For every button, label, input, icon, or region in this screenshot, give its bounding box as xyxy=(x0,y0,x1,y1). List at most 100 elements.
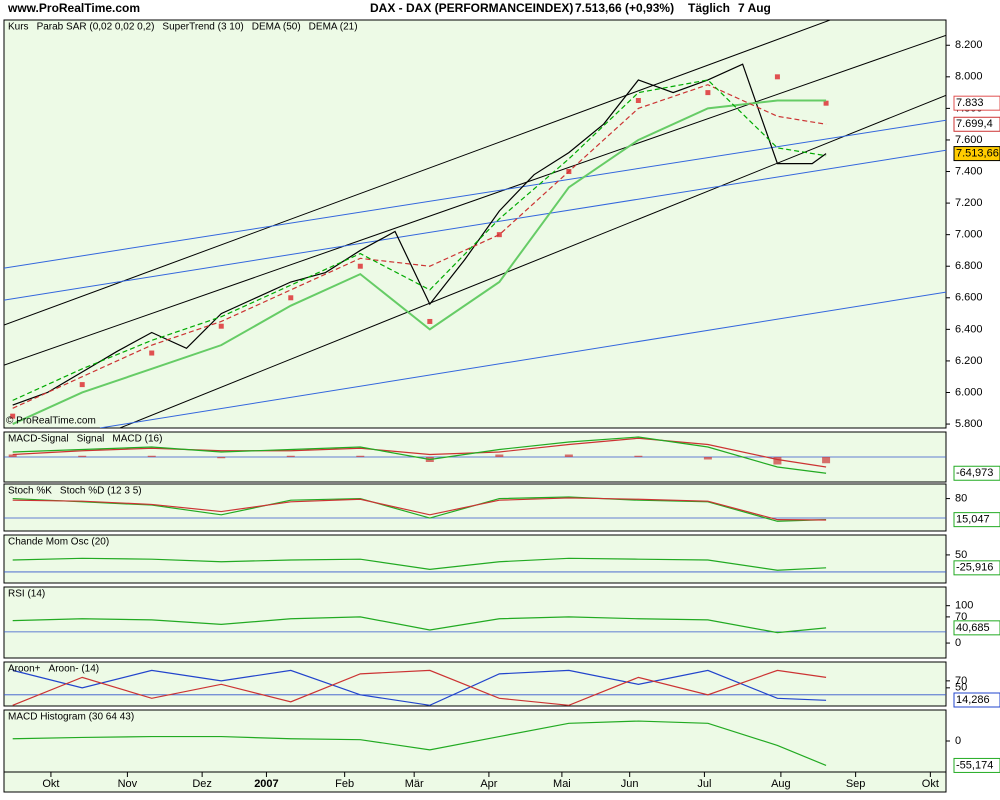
trend-line xyxy=(4,119,946,269)
histogram-bar xyxy=(286,455,295,457)
histogram-bar xyxy=(495,454,504,457)
value-label: 14,286 xyxy=(956,694,990,706)
y-tick-label: 8.000 xyxy=(955,71,983,83)
histogram-bar xyxy=(8,454,17,457)
x-tick-label: Okt xyxy=(42,778,59,790)
legend-entry: MACD Histogram (30 64 43) xyxy=(8,712,134,723)
legend-entry: DEMA (21) xyxy=(309,22,358,33)
x-tick-label: Dez xyxy=(192,778,212,790)
series-dot xyxy=(79,382,85,388)
series-line xyxy=(12,496,827,522)
legend-entry: Aroon+ xyxy=(8,664,41,675)
trend-line xyxy=(99,291,946,428)
legend-entry: SuperTrend (3 10) xyxy=(162,22,243,33)
legend-entry: Signal xyxy=(77,434,105,445)
x-tick-label: Okt xyxy=(922,778,939,790)
series-line xyxy=(12,436,827,474)
series-dot xyxy=(823,100,829,106)
value-label-box xyxy=(953,465,1000,481)
series-line xyxy=(12,63,827,406)
plot-area xyxy=(12,720,827,766)
series-line xyxy=(12,616,827,634)
y-tick-label: 6.200 xyxy=(955,355,983,367)
value-label: 15,047 xyxy=(956,514,990,526)
value-label-box xyxy=(953,146,1000,162)
panel-background xyxy=(3,19,947,429)
value-label-box xyxy=(953,512,1000,528)
y-tick-label: 0 xyxy=(955,637,961,649)
series-line xyxy=(12,84,827,409)
plot-area xyxy=(4,20,946,428)
series-line xyxy=(12,669,827,706)
y-tick-label: 70 xyxy=(955,611,967,623)
legend-entry: Chande Mom Osc (20) xyxy=(8,537,109,548)
trend-line xyxy=(4,20,832,326)
y-tick-label: 6.000 xyxy=(955,386,983,398)
y-tick-label: 6.800 xyxy=(955,260,983,272)
histogram-bar xyxy=(78,455,87,457)
y-tick-label: 8.200 xyxy=(955,39,983,51)
series-dot xyxy=(357,263,363,269)
histogram-bar xyxy=(564,454,573,457)
series-dot xyxy=(218,323,224,329)
series-dot xyxy=(635,97,641,103)
legend-entry: RSI (14) xyxy=(8,589,45,600)
chart-title: DAX - DAX (PERFORMANCEINDEX) xyxy=(370,1,573,15)
series-dot xyxy=(496,232,502,238)
value-label: -25,916 xyxy=(956,562,993,574)
watermark: © ProRealTime.com xyxy=(6,416,96,427)
x-tick-label: Aug xyxy=(771,778,791,790)
histogram-bar xyxy=(634,455,643,457)
period: Täglich xyxy=(688,1,730,15)
x-tick-label: Apr xyxy=(480,778,497,790)
value-label-box xyxy=(953,757,1000,773)
value-label: 7.833 xyxy=(956,97,984,109)
trend-line xyxy=(4,149,946,301)
trend-line xyxy=(4,34,946,366)
legend-entry: Parab SAR (0,02 0,02 0,2) xyxy=(37,22,155,33)
histogram-bar xyxy=(773,457,782,465)
x-tick-label: 2007 xyxy=(254,778,278,790)
y-tick-label: 50 xyxy=(955,549,967,561)
y-tick-label: 7.600 xyxy=(955,134,983,146)
legend-entry: Stoch %D (12 3 5) xyxy=(60,486,142,497)
series-dot xyxy=(427,318,433,324)
series-dot xyxy=(705,90,711,96)
series-line xyxy=(12,557,827,571)
value-label: 7.513,66 xyxy=(956,147,999,159)
series-dot xyxy=(774,74,780,80)
x-tick-label: Nov xyxy=(118,778,138,790)
quote: 7.513,66 (+0,93%) xyxy=(575,1,674,15)
y-tick-label: 50 xyxy=(955,682,967,694)
x-tick-label: Mai xyxy=(553,778,571,790)
y-tick-label: 70 xyxy=(955,675,967,687)
plot-area xyxy=(4,557,946,573)
legend-entry: DEMA (50) xyxy=(252,22,301,33)
legend-entry: MACD-Signal xyxy=(8,434,69,445)
y-tick-label: 6.400 xyxy=(955,323,983,335)
y-tick-label: 100 xyxy=(955,600,973,612)
value-label-box xyxy=(953,116,1000,132)
y-tick-label: 0 xyxy=(955,735,961,747)
panels: 5.800 6.000 6.200 6.400 6.600 6.800 7.000 7.200… xyxy=(3,19,1000,793)
x-tick-label: Mär xyxy=(405,778,424,790)
plot-area xyxy=(4,616,946,634)
value-label: -55,174 xyxy=(956,759,993,771)
panel-background xyxy=(3,483,947,532)
series-line xyxy=(12,720,827,766)
y-tick-label: 6.600 xyxy=(955,292,983,304)
site-name: www.ProRealTime.com xyxy=(7,1,140,15)
value-label-box xyxy=(953,692,1000,708)
x-tick-label: Feb xyxy=(335,778,354,790)
trend-line xyxy=(119,94,946,428)
x-tick-label: Jun xyxy=(621,778,639,790)
series-line xyxy=(12,497,827,521)
x-tick-label: Sep xyxy=(846,778,866,790)
y-tick-label: 7.400 xyxy=(955,165,983,177)
value-label: 7.699,4 xyxy=(956,118,993,130)
y-tick-label: 7.200 xyxy=(955,197,983,209)
plot-area xyxy=(4,436,946,474)
value-label-box xyxy=(953,620,1000,636)
series-line xyxy=(12,669,827,706)
